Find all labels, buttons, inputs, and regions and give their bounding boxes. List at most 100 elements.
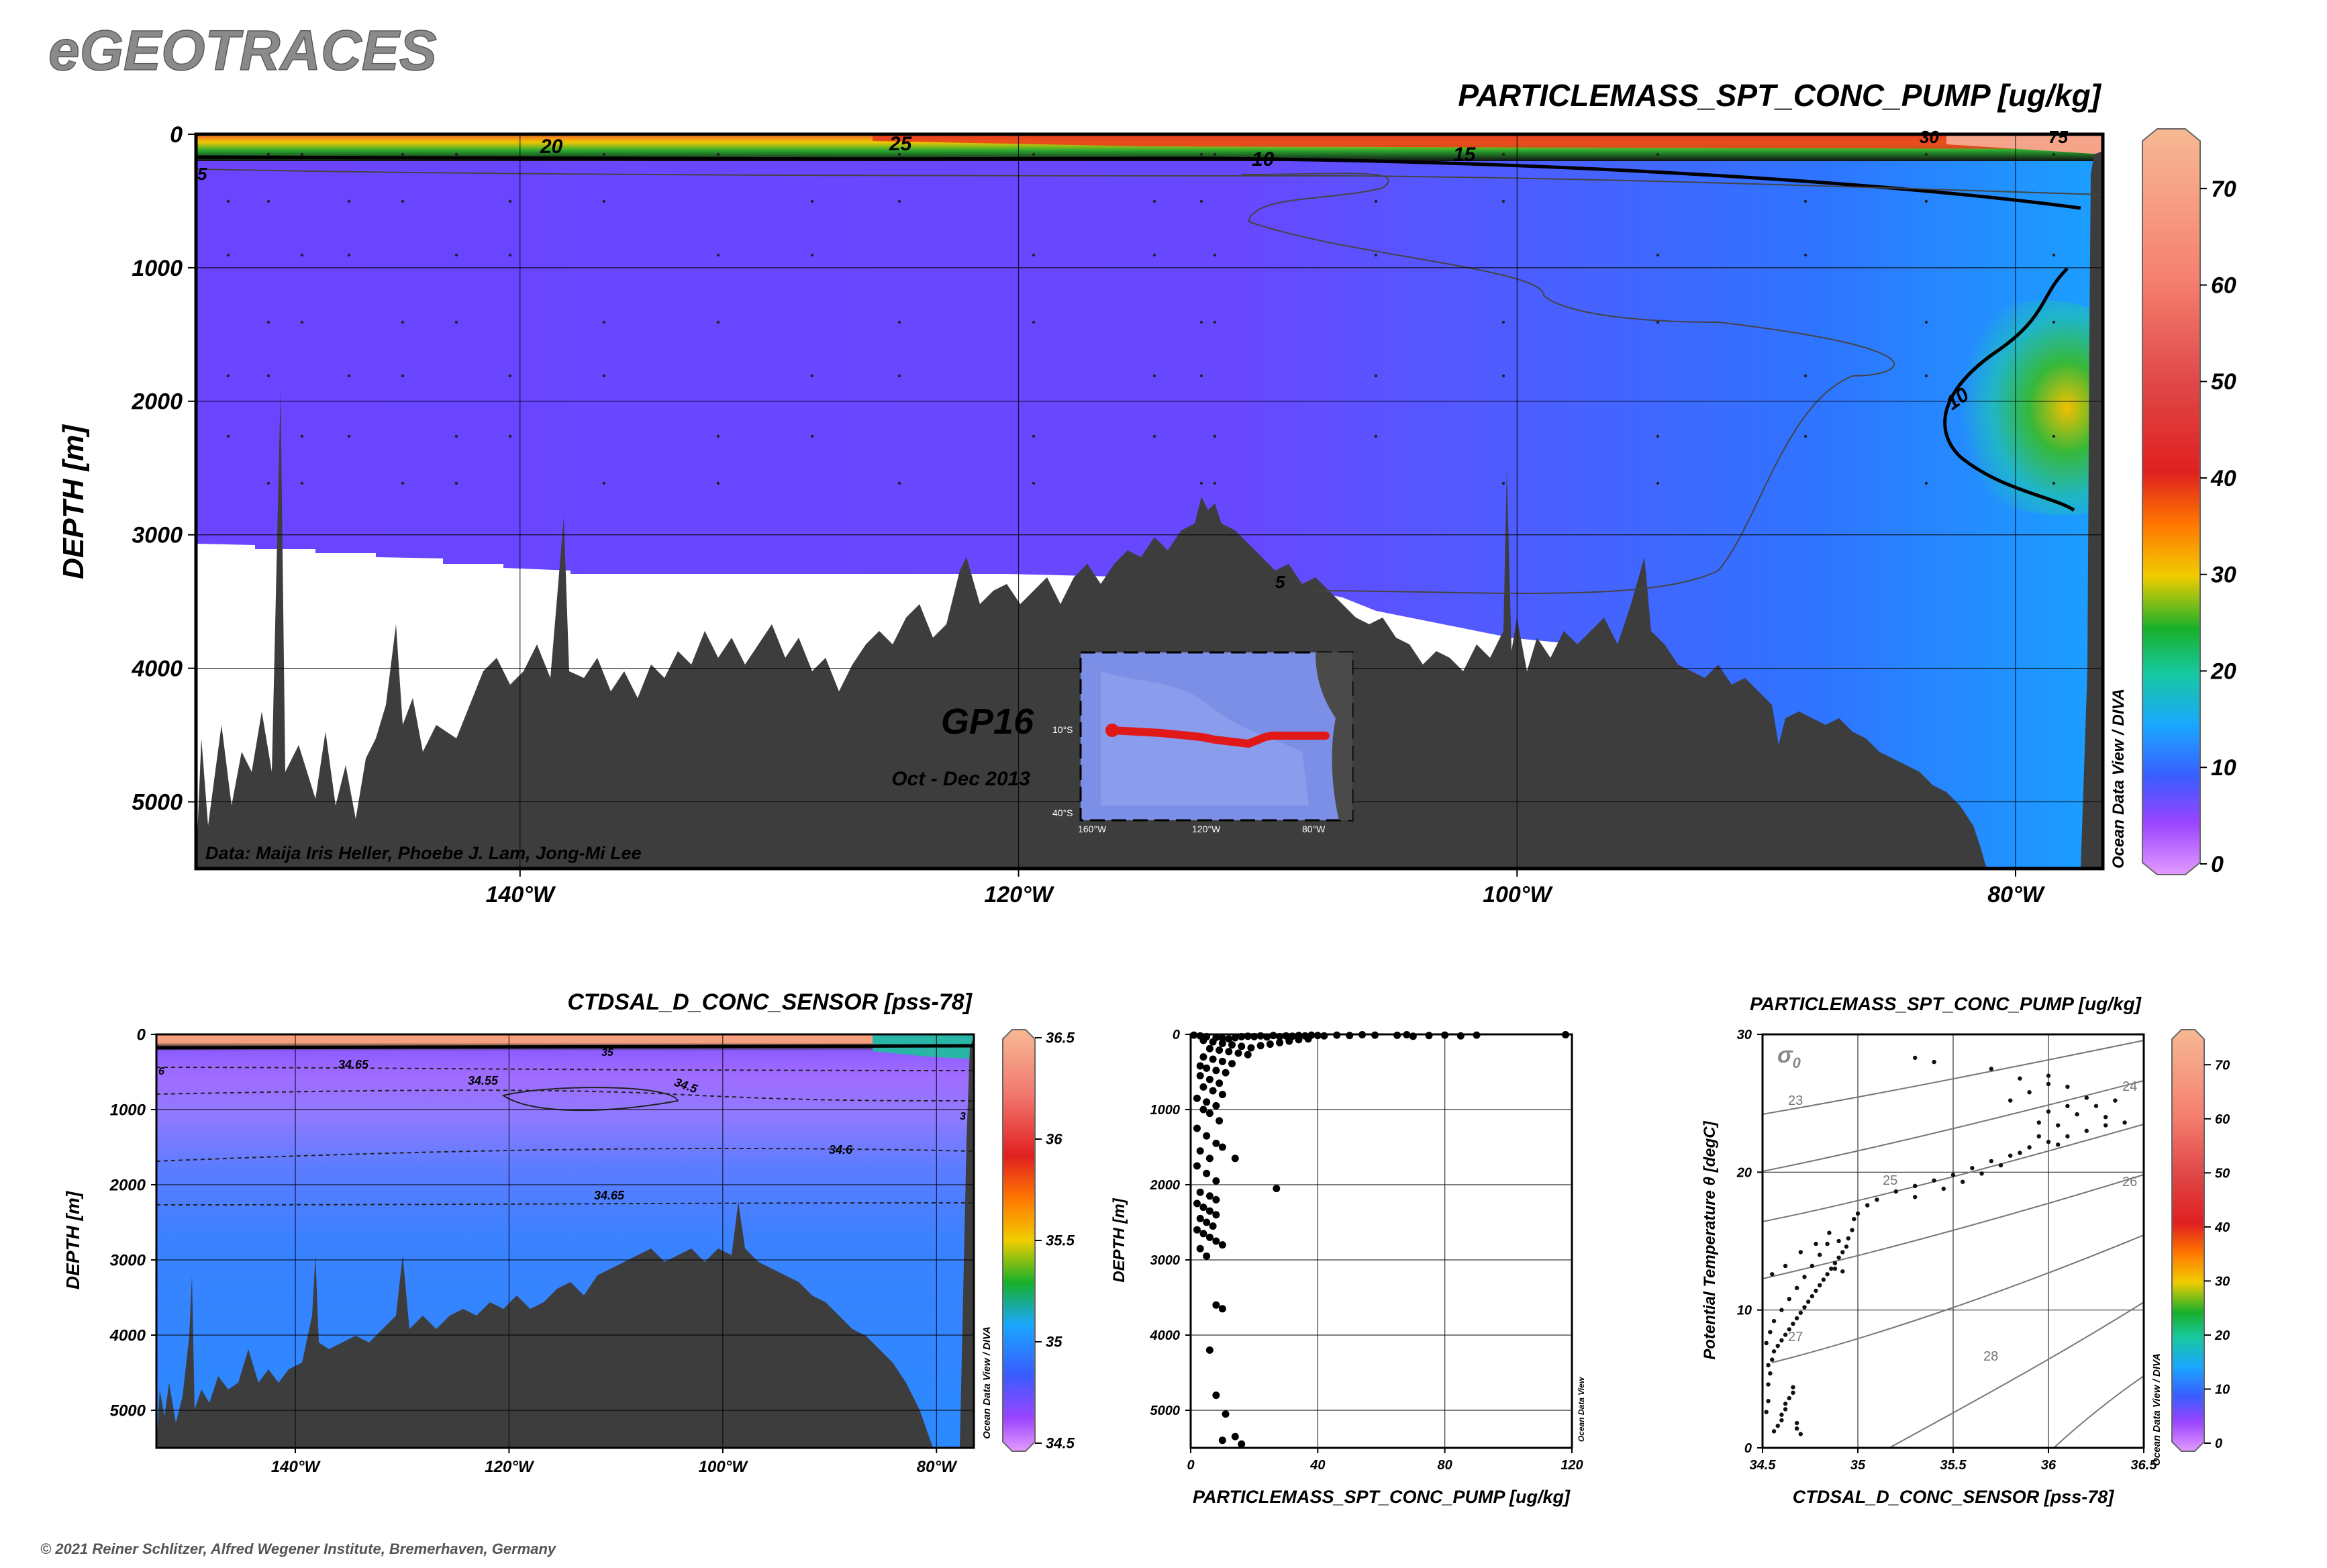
data-point bbox=[1846, 1236, 1850, 1241]
contour-label: 34.6 bbox=[829, 1143, 853, 1157]
data-point bbox=[1196, 1188, 1204, 1196]
y-tick-label: 3000 bbox=[1150, 1253, 1181, 1268]
y-tick-label: 3000 bbox=[110, 1251, 146, 1269]
main-title: PARTICLEMASS_SPT_CONC_PUMP [ug/kg] bbox=[1458, 78, 2101, 113]
x-tick-label: 140°W bbox=[486, 882, 556, 908]
data-point bbox=[1779, 1308, 1784, 1312]
sample-dot bbox=[602, 320, 606, 324]
data-point bbox=[1193, 1124, 1201, 1132]
x-tick-label: 36 bbox=[2041, 1458, 2057, 1473]
sample-dot bbox=[1199, 320, 1203, 324]
data-point bbox=[1216, 1046, 1224, 1055]
contour-label: 20 bbox=[540, 136, 563, 158]
colorbar-tick-label: 36 bbox=[1046, 1131, 1062, 1148]
data-point bbox=[1196, 1214, 1204, 1222]
sample-dot bbox=[508, 434, 512, 438]
main-continental-slope bbox=[2081, 151, 2103, 869]
x-tick-label: 40 bbox=[1309, 1458, 1325, 1473]
contour-label: 10 bbox=[1252, 148, 1275, 170]
y-tick-label: 5000 bbox=[110, 1402, 146, 1420]
data-point bbox=[1393, 1031, 1401, 1039]
profile-frame bbox=[1189, 1033, 1573, 1449]
data-point bbox=[1802, 1305, 1807, 1310]
data-point bbox=[1228, 1060, 1236, 1068]
data-point bbox=[1403, 1031, 1411, 1039]
sample-dot bbox=[1501, 481, 1505, 485]
y-tick-label: 30 bbox=[1737, 1028, 1752, 1042]
contour-label: 5 bbox=[197, 164, 207, 184]
data-point bbox=[1218, 1436, 1226, 1444]
data-point bbox=[1209, 1222, 1217, 1230]
x-tick-label: 36.5 bbox=[2131, 1458, 2158, 1473]
sample-dot bbox=[1152, 199, 1156, 203]
data-point bbox=[1263, 1033, 1271, 1041]
data-point bbox=[1764, 1340, 1769, 1346]
sample-dot bbox=[1032, 481, 1036, 485]
contour-label: 34.65 bbox=[338, 1058, 369, 1071]
ts-title: PARTICLEMASS_SPT_CONC_PUMP [ug/kg] bbox=[1750, 993, 2142, 1014]
data-point bbox=[1190, 1031, 1198, 1039]
data-point bbox=[1218, 1057, 1226, 1065]
ts-points bbox=[1764, 1055, 2127, 1436]
data-point bbox=[1205, 1110, 1214, 1118]
main-credit: Data: Maija Iris Heller, Phoebe J. Lam, … bbox=[205, 843, 642, 863]
data-point bbox=[1425, 1032, 1433, 1040]
inset-lat-label: 40°S bbox=[1052, 807, 1073, 818]
y-tick-label: 3000 bbox=[132, 523, 183, 548]
data-point bbox=[1970, 1165, 1975, 1171]
data-point bbox=[1941, 1186, 1946, 1191]
salinity-bathymetry bbox=[156, 1202, 933, 1448]
data-point bbox=[1320, 1032, 1328, 1040]
data-point bbox=[1212, 1237, 1220, 1245]
sample-dot bbox=[716, 434, 720, 438]
y-tick-label: 20 bbox=[1736, 1165, 1752, 1180]
x-tick-label: 120°W bbox=[485, 1458, 535, 1476]
data-point bbox=[1247, 1044, 1255, 1052]
sample-dot bbox=[1032, 152, 1036, 156]
x-tick-label: 80 bbox=[1438, 1458, 1452, 1473]
data-point bbox=[1409, 1032, 1417, 1040]
ts-axes: 34.5 35 35.5 36 36.5 0 10 20 30 bbox=[1736, 1028, 2158, 1473]
data-point bbox=[1209, 1055, 1217, 1063]
profile-ylabel: DEPTH [m] bbox=[1110, 1197, 1128, 1282]
data-point bbox=[1205, 1075, 1214, 1083]
sample-dot bbox=[602, 152, 606, 156]
salinity-frame bbox=[155, 1033, 975, 1449]
data-point bbox=[1212, 1391, 1220, 1400]
data-point bbox=[1218, 1143, 1226, 1151]
y-tick-label: 2000 bbox=[1150, 1178, 1181, 1193]
sample-dot bbox=[226, 199, 230, 203]
data-point bbox=[1244, 1050, 1252, 1059]
sample-dot bbox=[810, 434, 814, 438]
data-point bbox=[1196, 1072, 1204, 1080]
main-colorbar-ticks: 0 10 20 30 40 50 60 70 bbox=[2200, 177, 2236, 877]
data-point bbox=[1276, 1038, 1284, 1046]
data-point bbox=[1865, 1203, 1870, 1208]
sample-dot bbox=[1803, 199, 1808, 203]
data-point bbox=[2093, 1104, 2099, 1108]
data-point bbox=[1216, 1117, 1224, 1125]
data-point bbox=[1456, 1032, 1465, 1040]
salinity-section-plot: CTDSAL_D_CONC_SENSOR [pss-78] 34.65 34.5… bbox=[62, 989, 1075, 1476]
sample-dot bbox=[2052, 434, 2056, 438]
inset-map: 10°S 40°S 160°W 120°W 80°W bbox=[1052, 651, 1354, 834]
data-point bbox=[1850, 1228, 1854, 1232]
data-point bbox=[1244, 1032, 1252, 1040]
sample-dot bbox=[266, 320, 270, 324]
data-point bbox=[1794, 1426, 1799, 1431]
data-point bbox=[1203, 1169, 1211, 1177]
profile-odv-label: Ocean Data View bbox=[1577, 1377, 1586, 1442]
sample-dot bbox=[454, 253, 458, 257]
salinity-axes: 140°W 120°W 100°W 80°W 0 1000 2000 3000 4000 5000 bbox=[109, 1026, 958, 1476]
salinity-title: CTDSAL_D_CONC_SENSOR [pss-78] bbox=[567, 989, 973, 1015]
data-point bbox=[1203, 1252, 1211, 1260]
data-point bbox=[1218, 1039, 1226, 1047]
sample-dot bbox=[810, 374, 814, 378]
data-point bbox=[1256, 1032, 1265, 1040]
data-point bbox=[2046, 1081, 2051, 1087]
sample-dot bbox=[226, 374, 230, 378]
data-point bbox=[1979, 1171, 1984, 1176]
data-point bbox=[1844, 1244, 1849, 1249]
data-point bbox=[1810, 1293, 1815, 1299]
sigma-subscript: 0 bbox=[1793, 1055, 1801, 1071]
